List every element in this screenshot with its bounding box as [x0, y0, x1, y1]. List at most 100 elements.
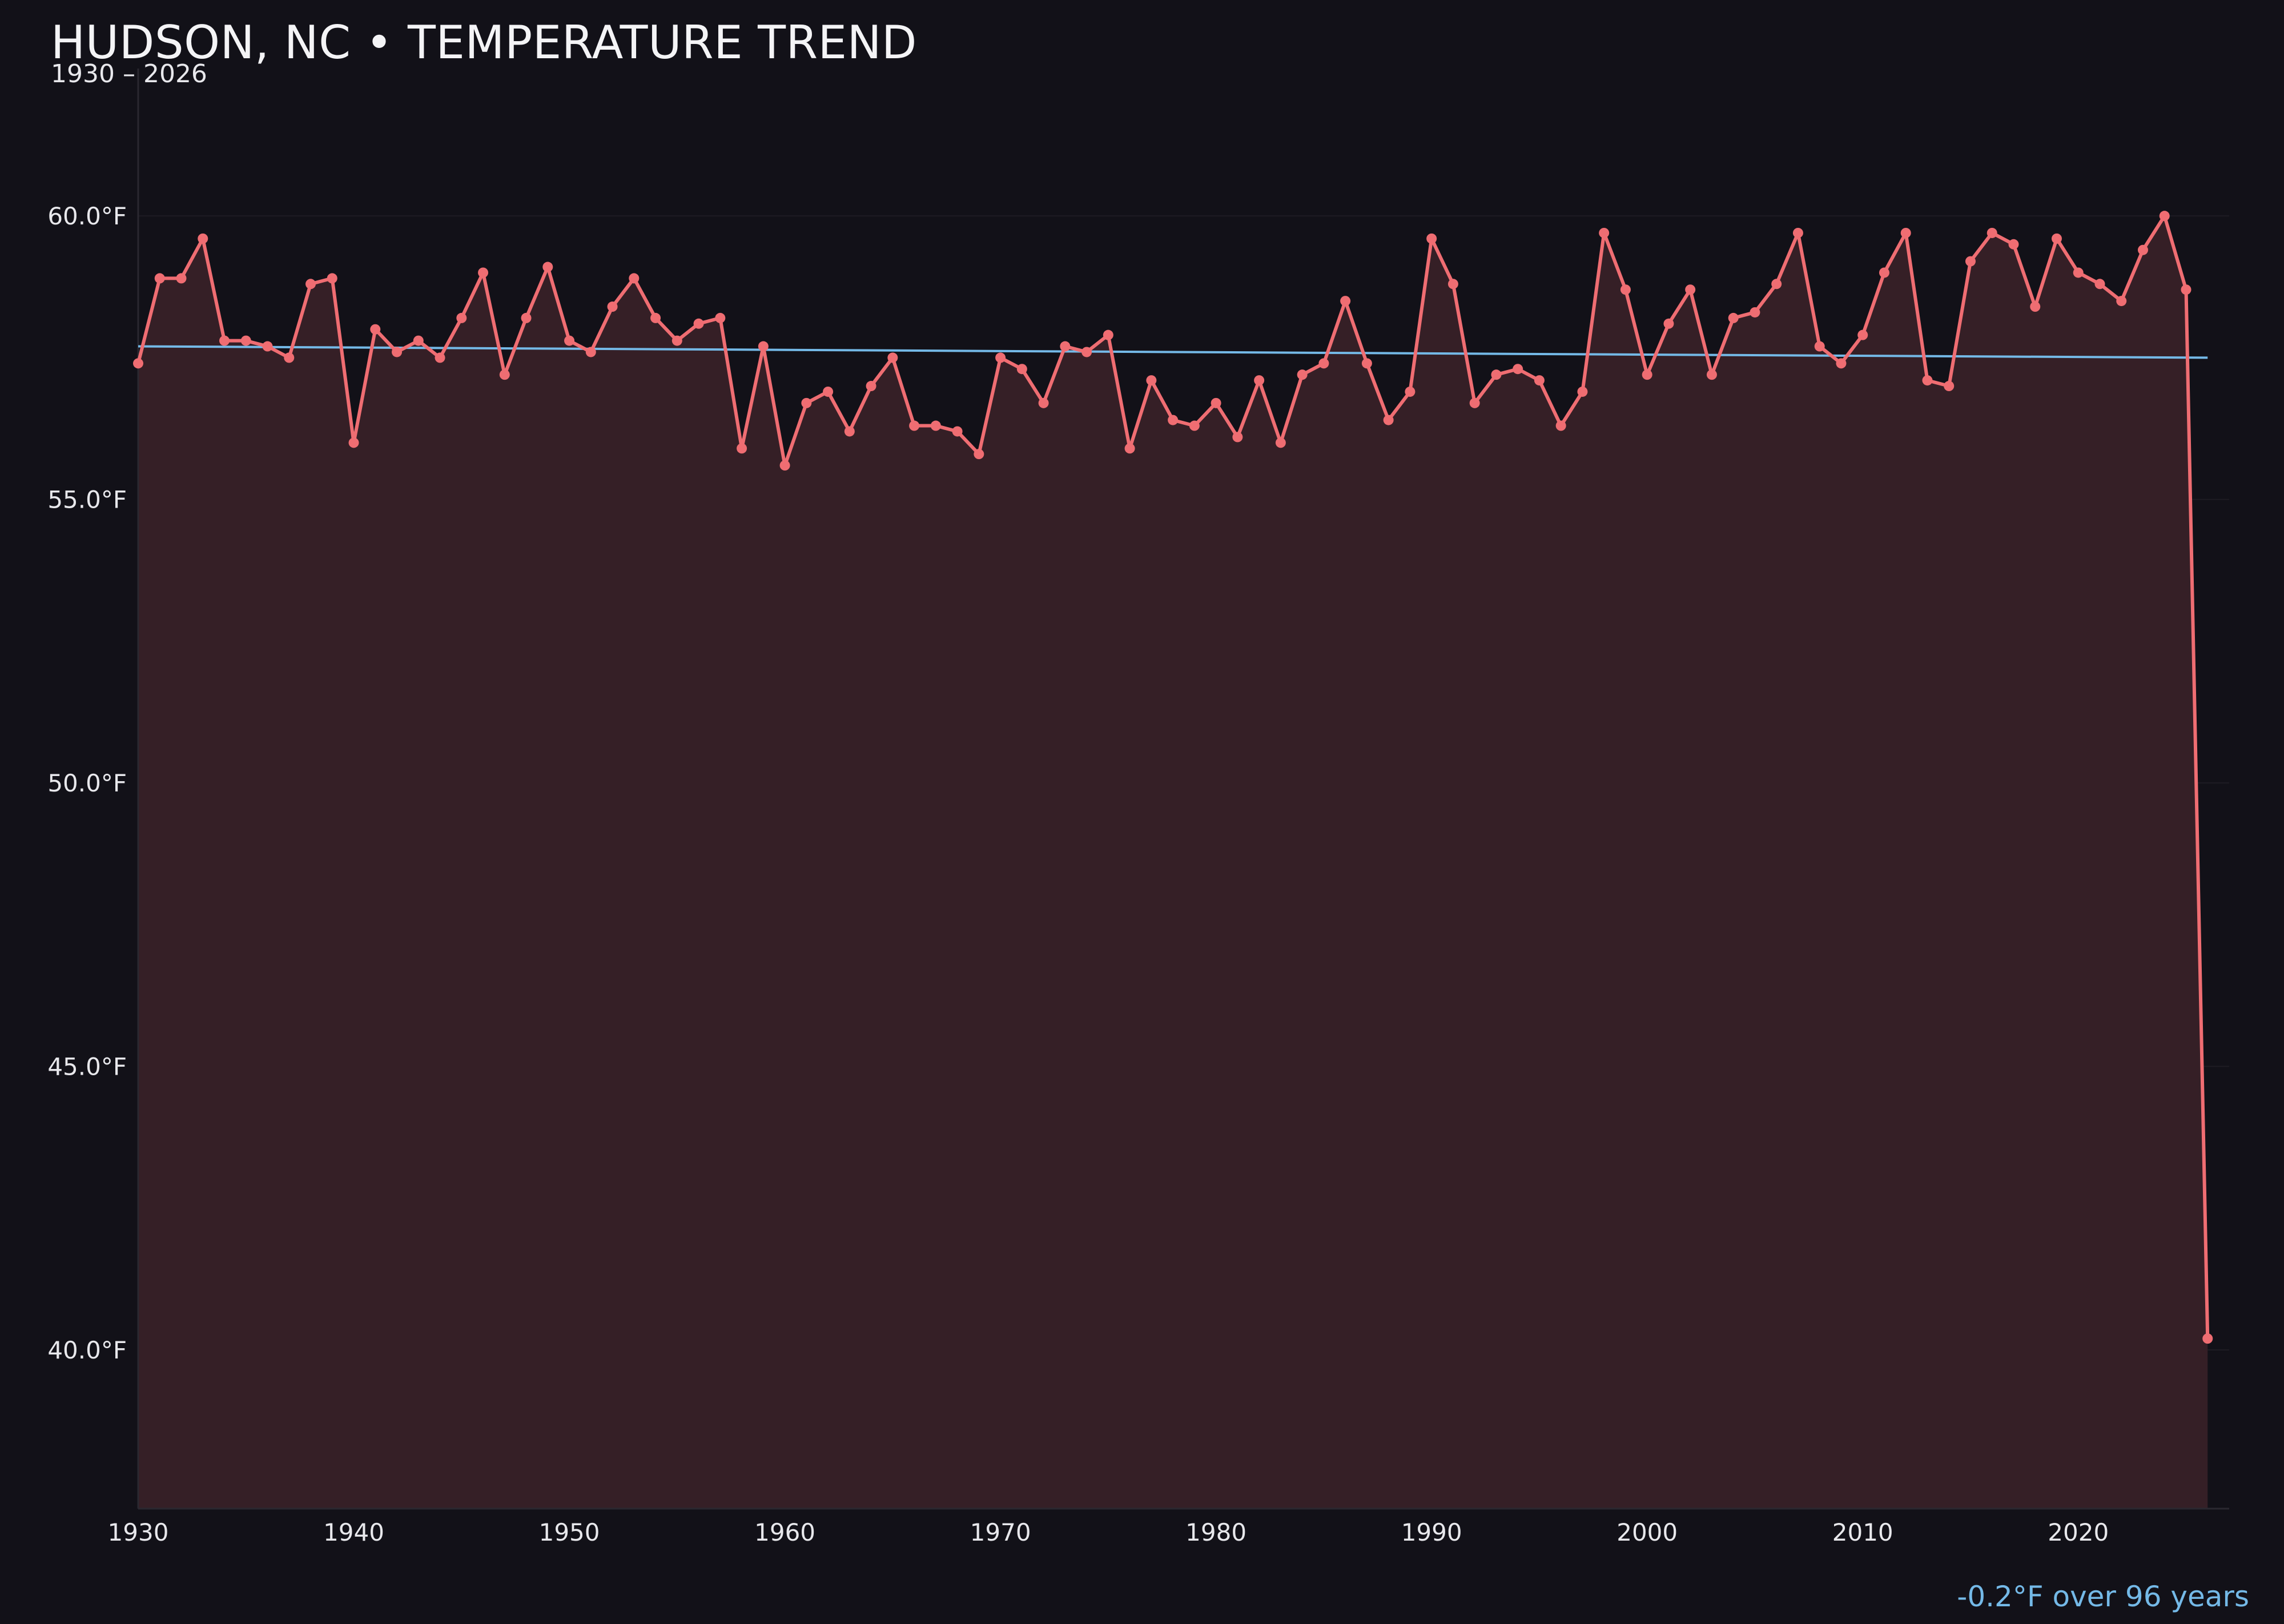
data-point-1966 [909, 420, 920, 431]
data-point-1937 [284, 352, 295, 363]
y-tick-label: 50.0°F [47, 769, 127, 797]
data-point-1979 [1189, 420, 1200, 431]
trend-line [138, 345, 2208, 359]
data-point-1999 [1620, 284, 1631, 295]
data-point-2004 [1728, 312, 1739, 323]
data-point-1992 [1469, 397, 1480, 408]
data-point-2012 [1900, 227, 1911, 238]
data-point-1947 [499, 369, 510, 380]
data-point-2020 [2073, 267, 2084, 278]
x-tick-label: 1950 [539, 1518, 600, 1546]
data-point-2017 [2008, 239, 2019, 250]
y-tick-label: 60.0°F [47, 202, 127, 230]
data-point-1946 [478, 267, 489, 278]
data-point-1949 [542, 262, 553, 272]
data-point-2009 [1836, 358, 1847, 369]
data-point-1970 [995, 352, 1006, 363]
data-point-1986 [1340, 296, 1351, 307]
data-point-2010 [1857, 329, 1868, 340]
data-point-1951 [585, 347, 596, 357]
data-point-2007 [1792, 227, 1803, 238]
data-point-1965 [887, 352, 898, 363]
data-point-2025 [2181, 284, 2191, 295]
data-point-1930 [133, 358, 143, 369]
data-point-1959 [758, 341, 769, 352]
data-point-1964 [866, 381, 876, 392]
data-point-1932 [176, 273, 187, 284]
data-point-1980 [1211, 397, 1221, 408]
data-point-1940 [348, 437, 359, 448]
data-point-1933 [198, 233, 208, 244]
data-point-1991 [1447, 279, 1458, 290]
data-point-1963 [844, 426, 855, 437]
data-point-1996 [1555, 420, 1566, 431]
data-point-1976 [1124, 443, 1135, 454]
data-point-1969 [974, 449, 984, 460]
data-point-2024 [2159, 211, 2170, 222]
axes [137, 69, 2229, 1510]
trend-annotation: -0.2°F over 96 years [1957, 1580, 2249, 1613]
x-tick-label: 1930 [108, 1518, 169, 1546]
data-point-1990 [1426, 233, 1437, 244]
x-tick-labels: 1930 1940 1950 1960 1970 1980 1990 2000 2010 2020 [108, 1518, 2109, 1546]
data-point-1961 [801, 397, 812, 408]
x-tick-label: 2000 [1617, 1518, 1678, 1546]
data-point-2023 [2137, 244, 2148, 255]
data-point-1952 [607, 302, 618, 312]
data-point-1998 [1599, 227, 1610, 238]
data-point-1960 [779, 460, 790, 471]
area-fill [138, 216, 2208, 1509]
data-point-1974 [1081, 347, 1092, 357]
data-point-2016 [1987, 227, 1997, 238]
data-point-2014 [1944, 381, 1955, 392]
data-point-2018 [2030, 302, 2041, 312]
data-point-1981 [1232, 432, 1243, 443]
data-point-1972 [1038, 397, 1049, 408]
data-point-1943 [413, 335, 424, 346]
data-point-1958 [737, 443, 747, 454]
trend-line-group [138, 345, 2208, 359]
data-point-2022 [2116, 296, 2127, 307]
x-tick-label: 2020 [2048, 1518, 2109, 1546]
data-point-1994 [1513, 364, 1523, 375]
data-point-1983 [1275, 437, 1286, 448]
data-point-2026 [2202, 1333, 2213, 1344]
x-tick-label: 1970 [970, 1518, 1031, 1546]
data-point-1938 [305, 279, 316, 290]
data-point-1977 [1146, 375, 1157, 386]
data-point-2021 [2094, 279, 2105, 290]
data-point-2011 [1879, 267, 1889, 278]
data-point-1975 [1103, 329, 1113, 340]
data-point-1934 [219, 335, 230, 346]
data-point-1987 [1361, 358, 1372, 369]
data-point-1936 [262, 341, 273, 352]
data-point-2008 [1814, 341, 1825, 352]
data-point-1982 [1254, 375, 1265, 386]
x-tick-label: 2010 [1832, 1518, 1893, 1546]
data-point-2015 [1965, 256, 1976, 267]
data-point-1989 [1405, 386, 1416, 397]
data-point-2003 [1706, 369, 1717, 380]
data-point-1995 [1534, 375, 1545, 386]
data-point-2013 [1922, 375, 1933, 386]
data-point-1954 [650, 312, 661, 323]
data-point-1962 [823, 386, 834, 397]
data-point-2001 [1663, 318, 1674, 329]
data-point-1968 [952, 426, 963, 437]
data-point-1941 [370, 324, 381, 335]
x-tick-label: 1940 [323, 1518, 384, 1546]
data-point-2000 [1642, 369, 1652, 380]
data-point-1931 [154, 273, 165, 284]
data-point-1985 [1318, 358, 1329, 369]
data-point-2002 [1685, 284, 1696, 295]
data-point-1948 [521, 312, 532, 323]
data-point-1935 [240, 335, 251, 346]
x-tick-label: 1980 [1185, 1518, 1246, 1546]
data-point-1944 [435, 352, 445, 363]
data-point-1957 [715, 312, 726, 323]
y-tick-label: 40.0°F [47, 1336, 127, 1364]
temperature-series [133, 211, 2213, 1344]
x-tick-label: 1960 [754, 1518, 815, 1546]
